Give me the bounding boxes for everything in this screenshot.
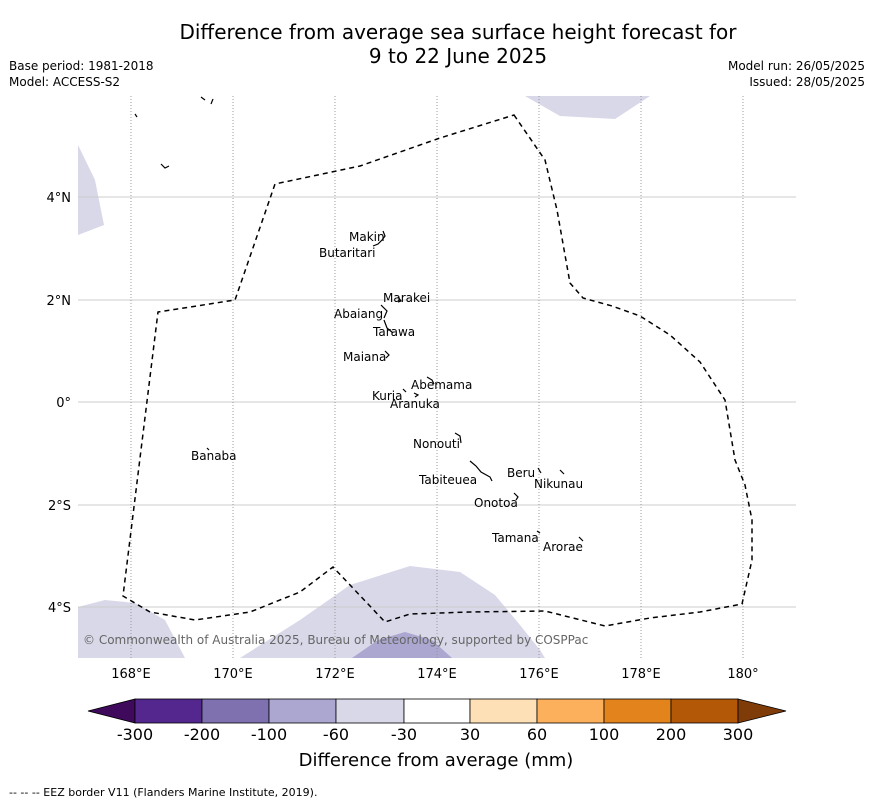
island-north-b bbox=[160, 163, 170, 169]
meta-left: Base period: 1981-2018 Model: ACCESS-S2 bbox=[9, 58, 154, 90]
colorbar-tick-4: -30 bbox=[390, 725, 418, 744]
island-tabiteuea bbox=[469, 460, 493, 482]
island-abaiang bbox=[380, 304, 388, 319]
colorbar-segment-8 bbox=[603, 698, 672, 724]
label-abemama: Abemama bbox=[411, 378, 472, 392]
lon-label-170E: 170°E bbox=[213, 667, 253, 682]
anomaly-region-bottom-core bbox=[352, 632, 452, 658]
island-tarawa bbox=[383, 319, 394, 334]
title-line-2: 9 to 22 June 2025 bbox=[368, 44, 548, 68]
colorbar-tick-9: 300 bbox=[722, 725, 754, 744]
island-north-a bbox=[134, 113, 138, 118]
label-beru: Beru bbox=[507, 466, 535, 480]
island-arorae bbox=[578, 536, 584, 542]
island-onotoa bbox=[513, 492, 519, 501]
colorbar-tick-1: -200 bbox=[183, 725, 221, 744]
colorbar-segment-6 bbox=[469, 698, 538, 724]
lat-label-4S: 4°S bbox=[48, 601, 71, 616]
colorbar-tick-8: 200 bbox=[655, 725, 687, 744]
colorbar-segment-1 bbox=[134, 698, 203, 724]
island-marakei bbox=[397, 296, 402, 303]
colorbar-label: Difference from average (mm) bbox=[298, 750, 574, 771]
label-arorae: Arorae bbox=[543, 540, 583, 554]
issued-date: Issued: 28/05/2025 bbox=[749, 75, 865, 89]
island-nonouti bbox=[454, 432, 462, 444]
label-onotoa: Onotoa bbox=[474, 496, 518, 510]
label-tabiteuea: Tabiteuea bbox=[418, 473, 477, 487]
label-aranuka: Aranuka bbox=[390, 397, 440, 411]
label-banaba: Banaba bbox=[191, 449, 237, 463]
island-kuria bbox=[402, 388, 407, 393]
island-tamana bbox=[536, 530, 541, 534]
colorbar-tick-5: 30 bbox=[459, 725, 481, 744]
colorbar-tick-6: 60 bbox=[526, 725, 548, 744]
island-nikunau bbox=[559, 469, 565, 475]
island-abemama bbox=[426, 376, 435, 385]
island-beru bbox=[537, 467, 542, 474]
island-north-d bbox=[210, 98, 214, 105]
base-period: Base period: 1981-2018 bbox=[9, 59, 154, 73]
island-banaba bbox=[206, 447, 210, 451]
lon-label-174E: 174°E bbox=[417, 667, 457, 682]
anomaly-region-bottom-center bbox=[240, 566, 545, 658]
colorbar-segment-3 bbox=[268, 698, 337, 724]
model-run: Model run: 26/05/2025 bbox=[727, 59, 865, 73]
eez-footnote: -- -- -- EEZ border V11 (Flanders Marine… bbox=[9, 786, 318, 799]
lon-label-176E: 176°E bbox=[519, 667, 559, 682]
label-kuria: Kuria bbox=[372, 389, 403, 403]
lat-label-2S: 2°S bbox=[48, 499, 71, 514]
place-labels: Makin Butaritari Marakei Abaiang Tarawa … bbox=[191, 230, 583, 554]
lat-label-4N: 4°N bbox=[47, 191, 72, 206]
anomaly-region-left bbox=[78, 145, 104, 235]
coastlines bbox=[134, 96, 584, 542]
label-abaiang: Abaiang bbox=[334, 307, 383, 321]
eez-border bbox=[122, 114, 753, 627]
colorbar-tick-7: 100 bbox=[588, 725, 620, 744]
anomaly-region-bottom-left bbox=[78, 600, 185, 658]
map-title: Difference from average sea surface heig… bbox=[100, 20, 816, 68]
colorbar-segment-7 bbox=[536, 698, 605, 724]
colorbar-tick-3: -60 bbox=[322, 725, 350, 744]
anomaly-region-top bbox=[525, 96, 650, 119]
title-line-1: Difference from average sea surface heig… bbox=[179, 20, 737, 44]
gridlines bbox=[78, 96, 796, 658]
label-makin: Makin bbox=[349, 230, 385, 244]
label-nikunau: Nikunau bbox=[534, 477, 583, 491]
colorbar-segment-5 bbox=[403, 698, 471, 724]
longitude-gridlines bbox=[130, 96, 744, 658]
latitude-labels: 4°N 2°N 0° 2°S 4°S bbox=[47, 191, 72, 616]
meta-right: Model run: 26/05/2025 Issued: 28/05/2025 bbox=[728, 58, 865, 90]
longitude-labels: 168°E 170°E 172°E 174°E 176°E 178°E 180° bbox=[111, 667, 758, 682]
model-name: Model: ACCESS-S2 bbox=[9, 75, 121, 89]
colorbar-segment-4 bbox=[335, 698, 405, 724]
anomaly-fill-layer bbox=[78, 96, 650, 658]
label-tarawa: Tarawa bbox=[372, 325, 415, 339]
island-makin bbox=[381, 230, 386, 241]
lon-label-168E: 168°E bbox=[111, 667, 151, 682]
lat-label-2N: 2°N bbox=[47, 294, 72, 309]
label-maiana: Maiana bbox=[343, 350, 386, 364]
copyright-notice: © Commonwealth of Australia 2025, Bureau… bbox=[83, 633, 588, 647]
colorbar-tick-2: -100 bbox=[250, 725, 288, 744]
colorbar-segment-9 bbox=[670, 698, 739, 724]
colorbar-segment-0 bbox=[87, 698, 136, 724]
colorbar-segment-10 bbox=[737, 698, 787, 724]
colorbar-segment-2 bbox=[201, 698, 270, 724]
label-nonouti: Nonouti bbox=[413, 437, 460, 451]
label-butaritari: Butaritari bbox=[319, 246, 376, 260]
lon-label-180: 180° bbox=[727, 667, 758, 682]
island-maiana bbox=[384, 350, 390, 359]
colorbar-tick-0: -300 bbox=[116, 725, 154, 744]
colorbar bbox=[87, 698, 787, 724]
label-marakei: Marakei bbox=[383, 291, 430, 305]
label-tamana: Tamana bbox=[491, 531, 539, 545]
lon-label-178E: 178°E bbox=[621, 667, 661, 682]
island-north-c bbox=[200, 96, 206, 101]
lat-label-0: 0° bbox=[56, 396, 71, 411]
island-aranuka bbox=[413, 392, 420, 398]
lon-label-172E: 172°E bbox=[315, 667, 355, 682]
island-butaritari bbox=[372, 239, 383, 247]
